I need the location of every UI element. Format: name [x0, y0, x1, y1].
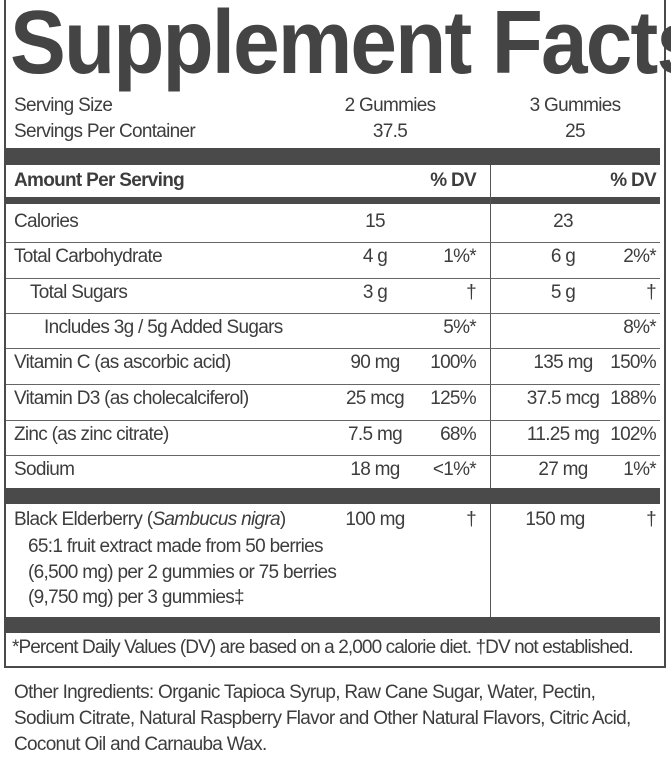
row-separator: [6, 313, 660, 314]
elderberry-desc: 65:1 fruit extract made from 50 berries: [28, 536, 323, 557]
amount-col1: 18 mg: [350, 459, 400, 480]
nutrient-label: Total Carbohydrate: [14, 246, 163, 267]
amount-col1: 3 g: [362, 282, 388, 303]
label-border: [4, 0, 666, 668]
divider-bar: [6, 617, 660, 633]
dv-header-2: % DV: [610, 170, 656, 191]
nutrient-label: Total Sugars: [30, 282, 128, 303]
amount-col1: 90 mg: [350, 352, 400, 373]
serving-size-label: Serving Size: [14, 95, 113, 116]
dv-col1: 1%*: [443, 246, 476, 267]
dv-col1: 125%: [430, 388, 476, 409]
amount-col2: 11.25 mg: [526, 424, 600, 445]
row-separator: [6, 242, 660, 243]
dv-col1: 5%*: [443, 317, 476, 338]
amount-per-serving-header: Amount Per Serving: [14, 170, 185, 191]
nutrient-label: Sodium: [14, 459, 75, 480]
amount-col1: 25 mcg: [345, 388, 405, 409]
dv-col1: 100%: [430, 352, 476, 373]
footnote: *Percent Daily Values (DV) are based on …: [12, 637, 634, 658]
elderberry-dv2: †: [646, 509, 657, 530]
row-separator: [6, 420, 660, 421]
row-separator: [6, 455, 660, 456]
label-title: Supplement Facts: [10, 0, 671, 93]
dv-col2: 1%*: [623, 459, 656, 480]
column-divider: [490, 165, 491, 617]
elderberry-desc: (6,500 mg) per 2 gummies or 75 berries: [28, 562, 337, 583]
dv-col2: 2%*: [623, 246, 656, 267]
dv-col2: †: [646, 282, 657, 303]
amount-col2: 135 mg: [533, 352, 593, 373]
nutrient-label: Calories: [14, 211, 79, 232]
dv-col2: 188%: [610, 388, 656, 409]
elderberry-amt2: 150 mg: [525, 509, 585, 530]
nutrient-label: Zinc (as zinc citrate): [14, 424, 169, 445]
row-separator: [6, 348, 660, 349]
nutrient-label: Vitamin C (as ascorbic acid): [14, 352, 231, 373]
divider-bar: [6, 197, 660, 204]
dv-col2: 8%*: [623, 317, 656, 338]
divider-bar: [6, 488, 660, 504]
divider-bar: [6, 148, 660, 165]
other-ingredients: Sodium Citrate, Natural Raspberry Flavor…: [14, 708, 631, 729]
elderberry-desc: (9,750 mg) per 3 gummies‡: [28, 587, 245, 608]
servings-per-container-label: Servings Per Container: [14, 121, 196, 142]
servings-col1: 37.5: [372, 121, 408, 142]
dv-col1: 68%: [440, 424, 477, 445]
amount-col2: 5 g: [550, 282, 576, 303]
amount-col2: 23: [553, 211, 573, 232]
other-ingredients: Other Ingredients: Organic Tapioca Syrup…: [14, 682, 596, 703]
dv-col1: <1%*: [432, 459, 477, 480]
amount-col1: 15: [365, 211, 385, 232]
dv-col2: 150%: [610, 352, 656, 373]
nutrient-label: Includes 3g / 5g Added Sugars: [44, 317, 283, 338]
dv-col2: 102%: [610, 424, 656, 445]
other-ingredients: Coconut Oil and Carnauba Wax.: [14, 734, 267, 755]
serving-size-col1: 2 Gummies: [344, 95, 437, 116]
servings-col2: 25: [565, 121, 585, 142]
elderberry-amt1: 100 mg: [345, 509, 405, 530]
amount-col1: 4 g: [362, 246, 388, 267]
amount-col2: 27 mg: [538, 459, 588, 480]
amount-col2: 37.5 mcg: [526, 388, 600, 409]
amount-col2: 6 g: [550, 246, 576, 267]
amount-col1: 7.5 mg: [348, 424, 403, 445]
nutrient-label: Vitamin D3 (as cholecalciferol): [14, 388, 249, 409]
dv-header-1: % DV: [430, 170, 476, 191]
row-separator: [6, 384, 660, 385]
row-separator: [6, 278, 660, 279]
elderberry-dv1: †: [466, 509, 477, 530]
elderberry-label: Black Elderberry (Sambucus nigra): [14, 509, 286, 530]
dv-col1: †: [466, 282, 477, 303]
serving-size-col2: 3 Gummies: [529, 95, 622, 116]
